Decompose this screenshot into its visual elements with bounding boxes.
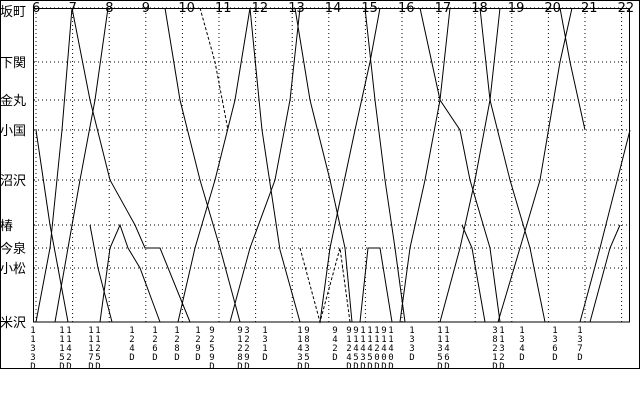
hour-label: 7 xyxy=(69,1,77,16)
train-number: 134D xyxy=(517,326,527,362)
train-number: 9140D xyxy=(379,326,389,371)
train-line xyxy=(71,7,191,323)
train-line xyxy=(229,7,301,323)
hour-label: 14 xyxy=(325,1,342,16)
train-number: 131D xyxy=(260,326,270,362)
train-line xyxy=(54,7,109,323)
train-number: 1120D xyxy=(372,326,382,371)
station-label: 椿 xyxy=(0,219,13,234)
hour-label: 12 xyxy=(252,1,269,16)
train-number: 137D xyxy=(575,326,585,362)
hour-label: 19 xyxy=(508,1,525,16)
station-label: 沼沢 xyxy=(0,174,26,189)
train-number: 9145D xyxy=(351,326,361,371)
station-label: 小国 xyxy=(0,124,26,139)
hour-label: 8 xyxy=(105,1,113,16)
hour-label: 9 xyxy=(142,1,150,16)
hour-label: 15 xyxy=(361,1,378,16)
train-line xyxy=(164,7,241,323)
train-line xyxy=(299,247,351,324)
train-line xyxy=(439,7,501,323)
train-line xyxy=(364,7,406,323)
train-line xyxy=(99,223,161,323)
hour-label: 6 xyxy=(32,1,40,16)
train-line xyxy=(294,7,353,323)
train-number: 1132D xyxy=(497,326,507,371)
train-number: 1145D xyxy=(365,326,375,371)
plot-frame xyxy=(33,8,630,323)
train-line xyxy=(359,247,393,323)
station-label: 下関 xyxy=(0,56,26,71)
hour-label: 11 xyxy=(215,1,232,16)
train-line xyxy=(461,224,486,323)
train-number: 136D xyxy=(550,326,560,362)
train-line xyxy=(419,7,501,323)
train-number: 133D xyxy=(407,326,417,362)
hour-label: 18 xyxy=(471,1,488,16)
train-number: 1140D xyxy=(386,326,396,371)
train-number: 1135D xyxy=(435,326,445,371)
train-line xyxy=(177,7,251,323)
train-number: 1142D xyxy=(64,326,74,371)
hour-label: 22 xyxy=(618,1,635,16)
station-label: 金丸 xyxy=(0,93,26,109)
hour-label: 13 xyxy=(288,1,305,16)
train-line xyxy=(89,224,113,323)
train-number: 9124D xyxy=(344,326,354,371)
train-number: 9835D xyxy=(302,326,312,371)
train-line xyxy=(199,7,229,131)
train-line xyxy=(559,7,586,131)
train-number: 9259D xyxy=(207,326,217,371)
train-number: 1125D xyxy=(93,326,103,371)
station-label: 小松 xyxy=(0,262,26,277)
train-line xyxy=(35,7,73,323)
train-line xyxy=(319,7,381,323)
hour-label: 20 xyxy=(544,1,561,16)
train-number: 1143D xyxy=(358,326,368,371)
train-number: 124D xyxy=(127,326,137,362)
train-number: 129D xyxy=(193,326,203,362)
train-line xyxy=(399,7,451,323)
train-number: 9128D xyxy=(235,326,245,371)
train-number: 1133D xyxy=(28,326,38,371)
train-number: 1146D xyxy=(442,326,452,371)
train-number: 942D xyxy=(330,326,340,362)
train-line xyxy=(589,224,621,323)
train-number: 3821D xyxy=(490,326,500,371)
train-line xyxy=(579,129,631,323)
station-label: 坂町 xyxy=(0,5,26,20)
train-number: 3229D xyxy=(242,326,252,371)
train-number: 1115D xyxy=(57,326,67,371)
train-number: 1117D xyxy=(86,326,96,371)
station-label: 今泉 xyxy=(0,241,26,257)
train-line xyxy=(497,7,573,323)
train-number: 128D xyxy=(172,326,182,362)
train-number: 126D xyxy=(150,326,160,362)
station-label: 米沢 xyxy=(0,316,26,331)
train-number: 1143D xyxy=(295,326,305,371)
hour-label: 21 xyxy=(581,1,598,16)
train-line xyxy=(479,7,546,323)
train-line xyxy=(35,129,69,323)
